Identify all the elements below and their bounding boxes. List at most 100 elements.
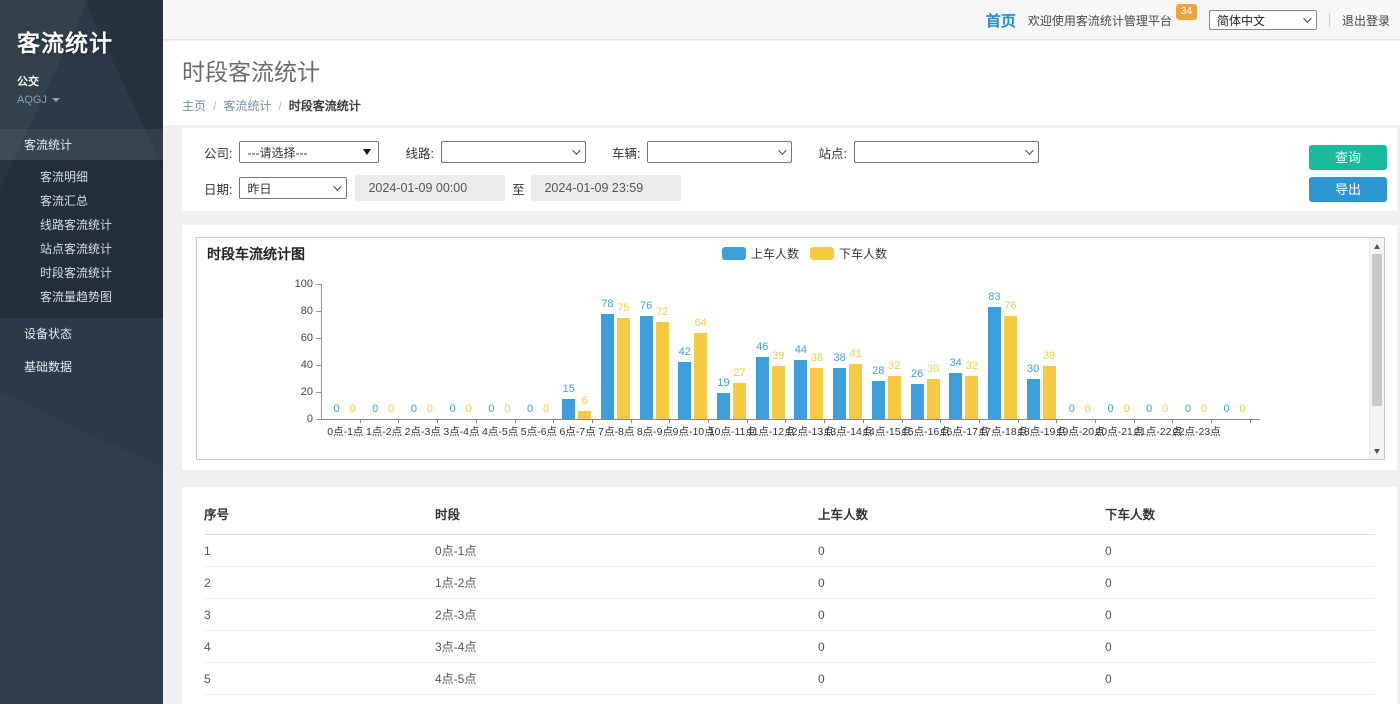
- export-button[interactable]: 导出: [1309, 177, 1387, 202]
- caret-down-icon: [51, 98, 60, 102]
- sidebar-subitem-客流明细[interactable]: 客流明细: [40, 170, 89, 184]
- bar-value-label: 0: [410, 403, 417, 415]
- x-axis-category-label: 21点-22点: [1134, 426, 1182, 438]
- table-cell: 0: [818, 630, 1105, 663]
- bar-上车人数: [755, 356, 769, 419]
- welcome-text: 欢迎使用客流统计管理平台: [1027, 13, 1172, 28]
- language-select[interactable]: 简体中文: [1208, 10, 1317, 30]
- home-link[interactable]: 首页: [985, 12, 1016, 30]
- sidebar-subitem-时段客流统计[interactable]: 时段客流统计: [40, 266, 113, 280]
- bar-value-label: 38: [810, 351, 824, 364]
- notification-badge: 34: [1175, 4, 1197, 20]
- filter-group-0: 公司: ---请选择---: [204, 141, 380, 163]
- table-cell: 0: [818, 662, 1105, 695]
- x-axis-category-label: 5点-6点: [520, 426, 557, 438]
- x-axis-tick: [785, 419, 787, 423]
- query-button[interactable]: 查询: [1309, 145, 1387, 170]
- bar-value-label: 15: [562, 382, 575, 395]
- x-axis-tick: [1017, 419, 1019, 423]
- sidebar: 客流统计 公交 AQGJ 客流统计 客流明细 客流汇总 线路客流统计 站点客流统计 时段…: [0, 0, 163, 704]
- y-axis-tick: [316, 392, 321, 393]
- date-to-input[interactable]: 2024-01-09 23:59: [531, 175, 682, 201]
- table-cell: 3: [204, 598, 435, 631]
- x-axis-tick: [708, 419, 709, 423]
- bar-value-label: 0: [426, 403, 433, 415]
- sidebar-subitem-客流量趋势图[interactable]: 客流量趋势图: [40, 290, 113, 304]
- bar-value-label: 39: [772, 350, 785, 363]
- bar-上车人数: [949, 373, 963, 419]
- bar-value-label: 0: [1084, 403, 1091, 415]
- bar-value-label: 0: [1200, 403, 1207, 415]
- scroll-down-arrow-icon[interactable]: [1370, 444, 1384, 458]
- bar-value-label: 78: [601, 297, 614, 310]
- time-slot-table: 序号 时段 上车人数 下车人数 1 0点-1点 0 0 2 1点-2点 0 0 3 2点-3点 0 0 4 3点…: [204, 495, 1375, 704]
- filter-select-3[interactable]: [853, 141, 1039, 163]
- bar-value-label: 39: [1042, 350, 1056, 363]
- chart-vertical-scrollbar[interactable]: [1369, 238, 1384, 459]
- breadcrumb-link[interactable]: 主页: [182, 99, 207, 113]
- x-axis-tick: [862, 419, 864, 423]
- bar-下车人数: [810, 367, 824, 419]
- bar-value-label: 64: [694, 316, 707, 329]
- sidebar-item-base-data[interactable]: 基础数据: [24, 360, 73, 374]
- bar-value-label: 30: [1026, 362, 1040, 375]
- bar-下车人数: [733, 382, 746, 419]
- y-axis-line: [321, 284, 322, 419]
- bar-value-label: 0: [372, 403, 379, 415]
- table-cell: 0: [1105, 534, 1375, 567]
- x-axis-tick: [1095, 419, 1096, 423]
- x-axis-category-label: 22点-23点: [1172, 426, 1221, 438]
- table-row: 2 1点-2点 0 0: [204, 566, 1375, 599]
- table-row: 3 2点-3点 0 0: [204, 598, 1375, 631]
- x-axis-tick: [591, 419, 593, 423]
- bar-value-label: 0: [1184, 403, 1191, 415]
- app-logo-title: 客流统计: [17, 30, 113, 56]
- bar-value-label: 30: [926, 362, 940, 375]
- page-header: 时段客流统计 主页 / 客流统计 / 时段客流统计: [163, 41, 1400, 125]
- org-selector[interactable]: AQGJ: [17, 94, 146, 106]
- y-axis-label: 20: [300, 386, 313, 398]
- bar-value-label: 32: [888, 359, 901, 372]
- bar-上车人数: [600, 313, 614, 419]
- date-preset-select[interactable]: 昨日: [239, 177, 348, 199]
- scrollbar-thumb[interactable]: [1372, 254, 1382, 406]
- table-cell: 3点-4点: [435, 630, 818, 663]
- table-cell: 1: [204, 534, 435, 567]
- x-axis-tick: [1133, 419, 1135, 423]
- bar-value-label: 27: [733, 366, 746, 379]
- x-axis-category-label: 16点-17点: [940, 426, 989, 438]
- y-axis-tick: [316, 365, 321, 366]
- bar-value-label: 0: [349, 403, 356, 415]
- logout-link[interactable]: 退出登录: [1341, 13, 1390, 28]
- bar-value-label: 28: [872, 365, 885, 378]
- bar-chart-plot: 0 20 40 60 80 100 0 0 0点-1点 0 0 1点-2点 0 0 2点-3点 0 0 3点-4点…: [197, 238, 1369, 459]
- x-axis-tick: [630, 419, 632, 423]
- table-cell: 1点-2点: [435, 566, 818, 599]
- filter-select-0[interactable]: ---请选择---: [239, 141, 380, 163]
- x-axis-tick: [901, 419, 903, 423]
- bar-value-label: 0: [1162, 403, 1169, 415]
- scroll-up-arrow-icon[interactable]: [1370, 239, 1384, 253]
- breadcrumb-link[interactable]: 客流统计: [223, 99, 272, 113]
- table-panel: 序号 时段 上车人数 下车人数 1 0点-1点 0 0 2 1点-2点 0 0 3 2点-3点 0 0 4 3点…: [182, 487, 1397, 704]
- chevron-down-icon: [778, 146, 788, 155]
- table-cell: 5点-6点: [435, 694, 818, 704]
- table-cell: 4: [204, 630, 435, 663]
- table-column-header: 下车人数: [1105, 495, 1375, 535]
- x-axis-tick: [398, 419, 400, 423]
- bar-上车人数: [639, 316, 653, 419]
- filter-label-0: 公司:: [204, 146, 233, 161]
- y-axis-label: 60: [300, 332, 313, 344]
- sidebar-item-passenger-stats[interactable]: 客流统计: [0, 128, 163, 160]
- sidebar-item-device-status[interactable]: 设备状态: [24, 327, 73, 341]
- bar-value-label: 0: [333, 403, 340, 415]
- filter-select-value-0: ---请选择---: [247, 145, 308, 160]
- filter-select-1[interactable]: [440, 141, 586, 163]
- filter-select-2[interactable]: [647, 141, 793, 163]
- org-selector-label: AQGJ: [17, 94, 47, 106]
- date-from-input[interactable]: 2024-01-09 00:00: [355, 175, 506, 201]
- legend-swatch-icon: [722, 247, 746, 260]
- sidebar-subitem-客流汇总[interactable]: 客流汇总: [40, 194, 89, 208]
- sidebar-subitem-站点客流统计[interactable]: 站点客流统计: [40, 242, 113, 256]
- sidebar-subitem-线路客流统计[interactable]: 线路客流统计: [40, 218, 113, 232]
